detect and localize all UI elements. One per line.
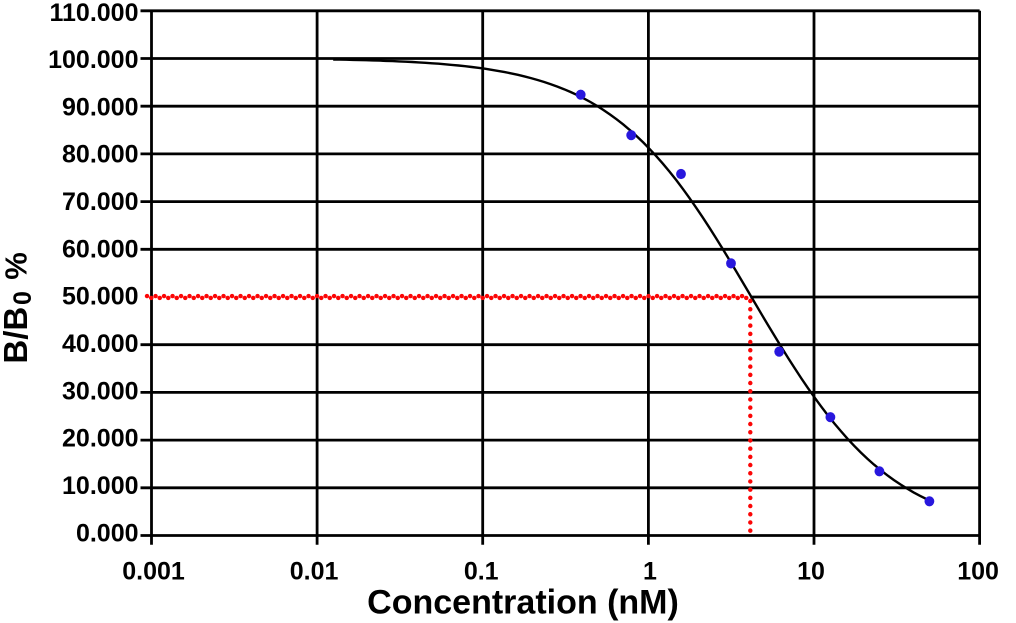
svg-text:20.000: 20.000 (62, 425, 138, 453)
svg-text:100.000: 100.000 (48, 46, 138, 74)
svg-text:Concentration (nM): Concentration (nM) (367, 584, 679, 622)
svg-text:1: 1 (643, 558, 657, 586)
svg-text:10: 10 (797, 558, 825, 586)
svg-text:50.000: 50.000 (62, 283, 138, 311)
svg-text:10.000: 10.000 (62, 472, 138, 500)
svg-text:0.000: 0.000 (76, 519, 139, 547)
svg-text:0.01: 0.01 (290, 558, 339, 586)
svg-text:100: 100 (957, 558, 999, 586)
svg-text:0.1: 0.1 (464, 558, 499, 586)
svg-text:40.000: 40.000 (62, 330, 138, 358)
svg-text:110.000: 110.000 (50, 0, 139, 27)
svg-text:0: 0 (9, 291, 37, 305)
svg-text:70.000: 70.000 (62, 188, 138, 216)
svg-text:30.000: 30.000 (62, 377, 138, 405)
svg-text:B/B: B/B (0, 307, 34, 364)
svg-text:60.000: 60.000 (62, 235, 138, 263)
svg-text:80.000: 80.000 (62, 141, 138, 169)
svg-text:%: % (0, 252, 34, 280)
svg-text:0.001: 0.001 (122, 558, 185, 586)
svg-text:90.000: 90.000 (62, 93, 138, 121)
